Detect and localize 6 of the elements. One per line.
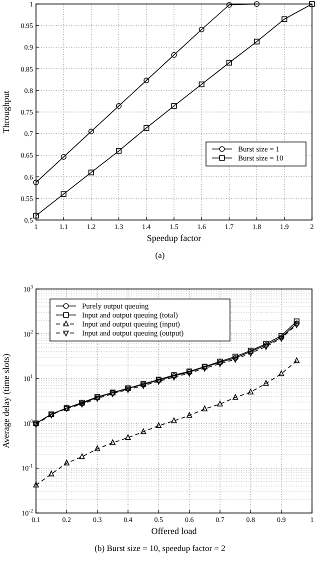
x-axis-title: Offered load bbox=[151, 526, 198, 536]
text: (b) Burst size = 10, speedup factor = 2 bbox=[94, 543, 226, 553]
text: (a) bbox=[155, 250, 165, 260]
x-axis-title: Speedup factor bbox=[146, 233, 202, 243]
y-axis-title: Throughput bbox=[1, 90, 11, 134]
y-axis-title: Average delay (time slots) bbox=[1, 354, 11, 448]
